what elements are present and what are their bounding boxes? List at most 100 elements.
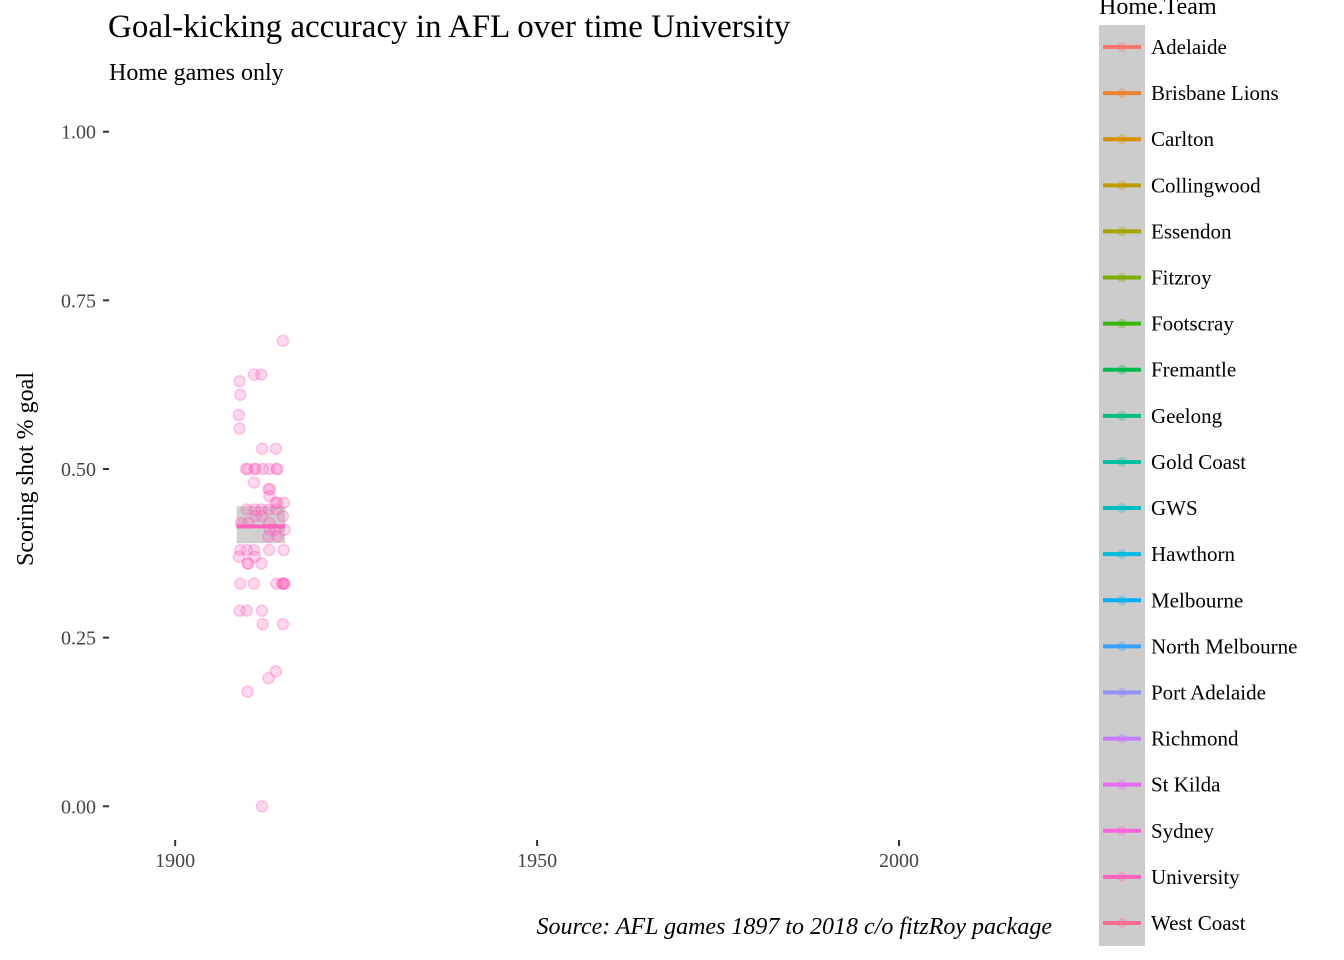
data-point bbox=[247, 577, 261, 590]
legend-key-point bbox=[1117, 134, 1127, 145]
data-point bbox=[248, 503, 262, 516]
data-point bbox=[262, 671, 275, 685]
legend-item: Port Adelaide bbox=[1103, 680, 1266, 704]
legend-key-point bbox=[1117, 456, 1127, 467]
legend-key-point bbox=[1117, 226, 1127, 237]
legend-key-point bbox=[1117, 687, 1127, 698]
legend-label: Adelaide bbox=[1151, 35, 1227, 59]
legend-label: West Coast bbox=[1151, 911, 1246, 935]
data-point bbox=[255, 557, 268, 570]
x-tick-label: 1900 bbox=[155, 850, 195, 872]
data-point bbox=[240, 543, 254, 557]
legend-key-point bbox=[1117, 42, 1127, 52]
legend-label: University bbox=[1151, 865, 1240, 889]
legend-label: Richmond bbox=[1151, 727, 1239, 751]
y-axis-title: Scoring shot % goal bbox=[13, 372, 39, 566]
data-point bbox=[232, 550, 246, 563]
legend-item: St Kilda bbox=[1103, 773, 1221, 797]
legend-item: Sydney bbox=[1103, 819, 1215, 843]
legend-label: Collingwood bbox=[1151, 173, 1261, 197]
legend-key-point bbox=[1117, 88, 1127, 99]
data-point bbox=[249, 509, 262, 523]
legend-item: Melbourne bbox=[1103, 588, 1243, 612]
data-point bbox=[270, 496, 284, 509]
data-point bbox=[276, 617, 290, 631]
data-point bbox=[255, 604, 269, 617]
data-point bbox=[277, 543, 290, 557]
data-point bbox=[270, 462, 284, 476]
data-point bbox=[263, 482, 277, 496]
y-tick-label: 1.00 bbox=[61, 122, 96, 144]
data-point bbox=[247, 368, 261, 381]
data-point bbox=[269, 496, 283, 509]
chart-caption: Source: AFL games 1897 to 2018 c/o fitzR… bbox=[537, 914, 1053, 940]
data-point bbox=[269, 665, 283, 678]
y-axis: 0.00 0.25 0.50 0.75 1.00 bbox=[61, 122, 109, 818]
data-point bbox=[241, 462, 254, 476]
data-point bbox=[270, 530, 284, 543]
legend-item: Geelong bbox=[1103, 404, 1223, 428]
data-point bbox=[255, 509, 269, 523]
legend-item: Fremantle bbox=[1103, 358, 1236, 382]
data-point bbox=[276, 577, 290, 590]
data-point bbox=[276, 509, 290, 523]
data-point bbox=[234, 388, 247, 402]
legend-label: Gold Coast bbox=[1151, 450, 1246, 474]
legend-title: Home.Team bbox=[1099, 0, 1217, 20]
legend-item: GWS bbox=[1103, 496, 1198, 520]
legend-key-point bbox=[1117, 364, 1127, 375]
data-point bbox=[269, 442, 283, 456]
data-point bbox=[277, 577, 290, 590]
y-tick-label: 0.25 bbox=[61, 628, 96, 650]
data-point bbox=[256, 462, 269, 476]
legend-item: Fitzroy bbox=[1103, 266, 1212, 290]
legend-label: Melbourne bbox=[1151, 588, 1243, 612]
legend-item: Gold Coast bbox=[1103, 450, 1246, 474]
data-point bbox=[242, 557, 255, 570]
data-point bbox=[234, 577, 247, 590]
data-point bbox=[233, 604, 246, 617]
legend-key-point bbox=[1117, 595, 1127, 606]
legend-item: Carlton bbox=[1103, 127, 1214, 151]
data-point bbox=[263, 462, 276, 476]
legend: Home.Team Adelaide Brisbane Lions Carlton C… bbox=[1099, 0, 1297, 946]
legend-label: Carlton bbox=[1151, 127, 1214, 151]
x-tick-label: 1950 bbox=[517, 850, 557, 872]
legend-label: Sydney bbox=[1151, 819, 1215, 843]
legend-item: University bbox=[1103, 865, 1240, 889]
x-tick-label: 2000 bbox=[879, 850, 919, 872]
data-point bbox=[277, 496, 290, 509]
data-point bbox=[270, 503, 283, 516]
data-point bbox=[240, 604, 254, 617]
plot-area bbox=[232, 334, 291, 813]
legend-key-point bbox=[1117, 641, 1127, 652]
legend-item: North Melbourne bbox=[1103, 634, 1297, 658]
data-point bbox=[233, 375, 246, 388]
legend-key-point bbox=[1117, 318, 1127, 329]
data-point bbox=[255, 800, 269, 813]
legend-label: Essendon bbox=[1151, 219, 1232, 243]
data-point bbox=[241, 685, 254, 698]
y-tick-label: 0.50 bbox=[61, 459, 96, 481]
data-point bbox=[248, 550, 262, 563]
data-point bbox=[262, 503, 275, 516]
legend-key-point bbox=[1117, 918, 1127, 928]
data-point bbox=[255, 442, 269, 456]
data-point bbox=[276, 334, 290, 348]
data-point bbox=[270, 577, 283, 590]
legend-key-point bbox=[1117, 180, 1127, 191]
legend-label: Footscray bbox=[1151, 312, 1234, 336]
legend-item: Footscray bbox=[1103, 312, 1234, 336]
legend-label: Fitzroy bbox=[1151, 266, 1212, 290]
legend-item: Adelaide bbox=[1103, 35, 1227, 59]
data-point bbox=[278, 577, 291, 590]
data-point bbox=[232, 408, 246, 422]
legend-item: Hawthorn bbox=[1103, 542, 1235, 566]
data-point bbox=[234, 543, 247, 557]
chart-subtitle: Home games only bbox=[109, 60, 284, 86]
legend-key-point bbox=[1117, 549, 1127, 560]
data-point bbox=[255, 368, 268, 381]
data-point bbox=[248, 462, 262, 476]
data-point bbox=[263, 489, 276, 503]
